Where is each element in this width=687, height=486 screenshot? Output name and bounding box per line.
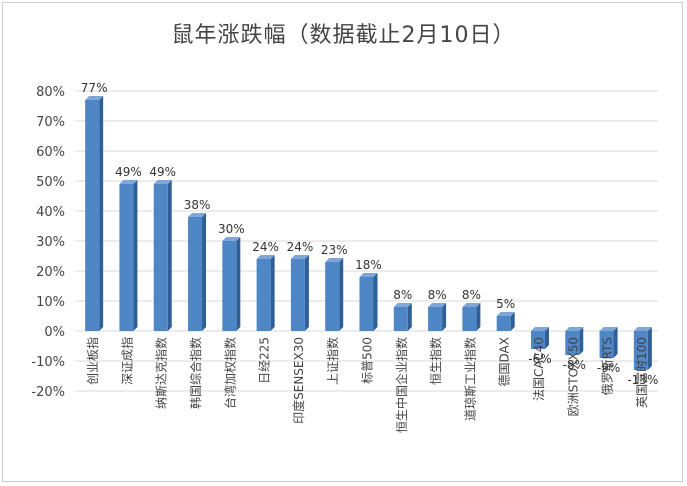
y-tick-label: 60% <box>36 145 65 160</box>
chart-title: 鼠年涨跌幅（数据截止2月10日） <box>171 23 516 48</box>
category-label: 恒生指数 <box>428 337 443 385</box>
category-label: 恒生中国企业指数 <box>394 337 409 433</box>
bar-side <box>510 312 515 331</box>
data-label: 24% <box>252 240 279 254</box>
bar-top <box>290 255 309 259</box>
category-label: 法国CAC40 <box>532 337 546 401</box>
category-label: 英国富时100 <box>634 337 649 408</box>
bar-top <box>325 258 344 262</box>
category-label: 韩国综合指数 <box>188 337 203 409</box>
bar <box>530 331 545 349</box>
y-tick-label: 50% <box>36 175 65 190</box>
bar <box>153 184 168 331</box>
bar <box>119 184 134 331</box>
bar <box>256 259 271 331</box>
data-label: 30% <box>218 222 245 236</box>
chart-frame: 鼠年涨跌幅（数据截止2月10日） -20% -10% 0% 10% 20% 30% 40% 5… <box>2 2 683 482</box>
bar-side <box>339 258 344 331</box>
data-label: 77% <box>81 81 108 95</box>
bar-top <box>530 327 549 331</box>
data-label: -9% <box>597 361 620 375</box>
data-label: 38% <box>184 198 211 212</box>
y-tick-label: 20% <box>36 265 65 280</box>
data-label: 8% <box>462 288 481 302</box>
category-label: 道琼斯工业指数 <box>462 337 477 421</box>
y-tick-label: 70% <box>36 115 65 130</box>
bar <box>290 259 305 331</box>
y-tick-label: -10% <box>31 355 65 370</box>
bar-top <box>188 213 207 217</box>
bar-side <box>407 303 412 331</box>
bar-top <box>393 303 412 307</box>
y-tick-label: 10% <box>36 295 65 310</box>
bar-side <box>442 303 447 331</box>
bar-side <box>476 303 481 331</box>
category-label: 印度SENSEX30 <box>291 337 306 424</box>
bar-side <box>544 327 549 349</box>
bar-top <box>222 237 241 241</box>
bar-top <box>428 303 447 307</box>
bar-top <box>256 255 275 259</box>
data-label: -8% <box>563 358 586 372</box>
bar-side <box>99 96 104 331</box>
bar-top <box>633 327 652 331</box>
y-tick-label: 40% <box>36 205 65 220</box>
category-label: 德国DAX <box>497 337 512 386</box>
bar-side <box>236 237 241 331</box>
data-label: 8% <box>428 288 447 302</box>
category-label: 深证成指 <box>119 337 134 385</box>
bar <box>462 307 477 331</box>
bar-side <box>304 255 309 331</box>
data-label: -13% <box>627 373 658 387</box>
category-label: 创业板指 <box>85 337 100 385</box>
category-label: 欧洲STOXX50 <box>566 337 580 416</box>
bar-top <box>119 180 138 184</box>
category-label: 上证指数 <box>325 337 340 385</box>
bar <box>496 316 511 331</box>
y-tick-label: 80% <box>36 85 65 100</box>
data-label: 8% <box>393 288 412 302</box>
category-label: 纳斯达克指数 <box>154 337 169 409</box>
bar-top <box>496 312 515 316</box>
bar-side <box>613 327 618 358</box>
bar-top <box>359 273 378 277</box>
bar-side <box>373 273 378 331</box>
bar <box>633 331 648 370</box>
bar <box>393 307 408 331</box>
bar-side <box>133 180 138 331</box>
data-label: 49% <box>149 165 176 179</box>
y-tick-label: -20% <box>31 385 65 400</box>
category-label: 日经225 <box>258 337 272 384</box>
bar-top <box>462 303 481 307</box>
bar-top <box>153 180 172 184</box>
category-label: 标普500 <box>361 337 375 384</box>
y-tick-label: 30% <box>36 235 65 250</box>
data-label: 24% <box>287 240 314 254</box>
category-label: 台湾加权指数 <box>222 337 237 409</box>
bar-side <box>202 213 207 331</box>
bar-chart: -20% -10% 0% 10% 20% 30% 40% 50% 60% 70% 80% 77% 创业板… <box>31 81 658 433</box>
data-label: -6% <box>528 352 551 366</box>
bar <box>222 241 237 331</box>
y-tick-label: 0% <box>44 325 65 340</box>
bar <box>188 217 203 331</box>
bar <box>85 100 100 331</box>
data-label: 49% <box>115 165 142 179</box>
bar <box>565 331 580 355</box>
bar-side <box>647 327 652 370</box>
bar <box>428 307 443 331</box>
bar-top <box>85 96 104 100</box>
bar <box>359 277 374 331</box>
data-label: 23% <box>321 243 348 257</box>
bar-top <box>599 327 618 331</box>
bar-top <box>565 327 584 331</box>
bar <box>599 331 614 358</box>
category-label: 俄罗斯RTS <box>601 337 615 395</box>
bar-side <box>579 327 584 355</box>
data-label: 5% <box>496 297 515 311</box>
bar-side <box>167 180 172 331</box>
data-label: 18% <box>355 258 382 272</box>
bar-side <box>270 255 275 331</box>
bar <box>325 262 340 331</box>
